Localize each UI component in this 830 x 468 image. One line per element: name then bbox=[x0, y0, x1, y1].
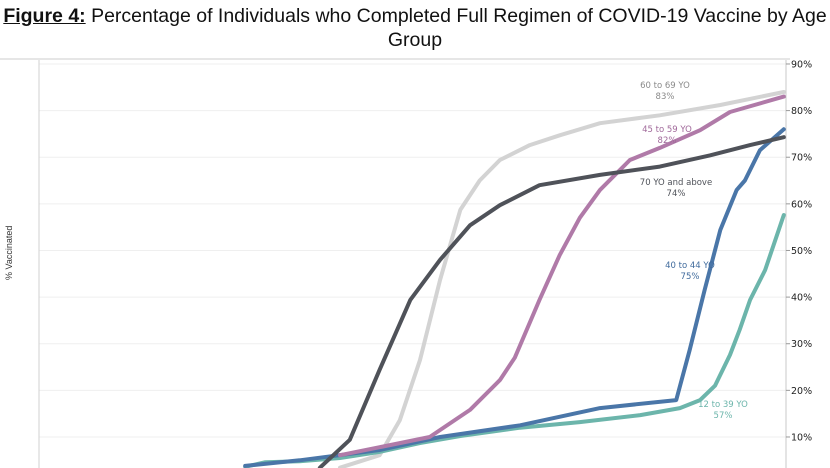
y-tick-label: 90% bbox=[791, 59, 812, 70]
y-tick-label: 60% bbox=[791, 199, 812, 210]
annotation-label: 40 to 44 YO bbox=[665, 261, 715, 271]
annotation-value: 82% bbox=[658, 136, 677, 146]
y-tick-label: 20% bbox=[791, 386, 812, 397]
annotation-value: 75% bbox=[681, 272, 700, 282]
y-tick-label: 10% bbox=[791, 432, 812, 443]
chart-title: Figure 4: Percentage of Individuals who … bbox=[0, 4, 830, 52]
series-line-45-to-59-yo bbox=[338, 94, 786, 458]
figure-label: Figure 4: bbox=[3, 5, 86, 27]
annotation-label: 60 to 69 YO bbox=[640, 81, 690, 91]
annotation-value: 57% bbox=[714, 411, 733, 421]
annotation-label: 70 YO and above bbox=[640, 178, 712, 188]
gridlines bbox=[39, 63, 786, 438]
series-line-70-yo-and-above bbox=[317, 135, 786, 468]
series-lines bbox=[243, 90, 786, 468]
y-tick-label: 80% bbox=[791, 106, 812, 117]
figure-title-text: Percentage of Individuals who Completed … bbox=[85, 5, 827, 51]
annotation-value: 83% bbox=[656, 92, 675, 102]
annotation-value: 74% bbox=[667, 189, 686, 199]
series-line-60-to-69-yo bbox=[338, 90, 786, 468]
y-tick-label: 40% bbox=[791, 293, 812, 304]
series-line-40-to-44-yo bbox=[243, 127, 786, 468]
plot-top-border bbox=[0, 58, 790, 60]
series-line-12-to-39-yo bbox=[243, 213, 786, 468]
y-tick-label: 50% bbox=[791, 246, 812, 257]
y-tick-label: 30% bbox=[791, 339, 812, 350]
annotation-label: 45 to 59 YO bbox=[642, 125, 692, 135]
y-axis-ticks: 10% 20% 30% 40% 50% 60% 70% 80% 90% bbox=[786, 59, 812, 443]
y-tick-label: 70% bbox=[791, 153, 812, 164]
annotation-label: 12 to 39 YO bbox=[698, 400, 748, 410]
